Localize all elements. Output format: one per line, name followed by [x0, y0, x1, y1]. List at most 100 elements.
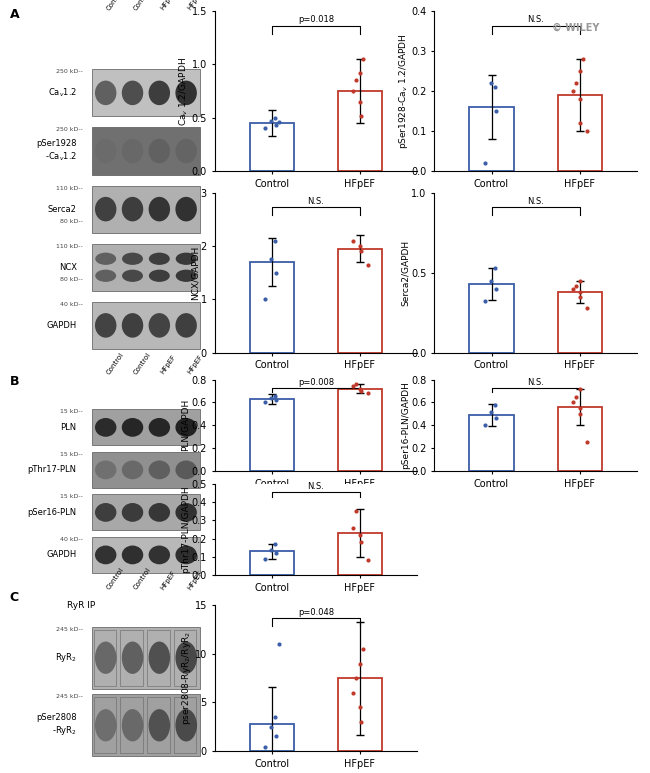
Point: [266, 543, 276, 556]
Text: Control: Control: [106, 567, 125, 591]
Ellipse shape: [149, 642, 170, 674]
Bar: [92, 694, 200, 756]
Point: [490, 399, 501, 411]
Bar: [469, 284, 514, 352]
Point: [266, 114, 276, 127]
Y-axis label: pSer1928-Ca$_v$ 1.2/GAPDH: pSer1928-Ca$_v$ 1.2/GAPDH: [396, 33, 410, 149]
Bar: [338, 533, 382, 575]
Text: RyR$_2$: RyR$_2$: [55, 651, 77, 664]
Ellipse shape: [176, 418, 197, 437]
Point: [358, 643, 368, 656]
Bar: [250, 262, 294, 352]
Point: [362, 258, 372, 271]
Bar: [94, 630, 116, 686]
Text: Control: Control: [133, 351, 152, 375]
Ellipse shape: [122, 270, 143, 282]
Point: [260, 293, 270, 305]
Ellipse shape: [95, 461, 116, 479]
Bar: [338, 678, 382, 751]
Ellipse shape: [149, 80, 170, 105]
Text: 110 kD--: 110 kD--: [56, 243, 83, 249]
Bar: [469, 107, 514, 171]
Ellipse shape: [176, 546, 197, 564]
Point: [274, 116, 285, 128]
Ellipse shape: [149, 313, 170, 338]
Ellipse shape: [122, 461, 143, 479]
Text: 15 kD--: 15 kD--: [60, 451, 83, 457]
Bar: [338, 91, 382, 171]
Text: p=0.008: p=0.008: [298, 378, 334, 386]
Point: [491, 412, 501, 424]
Ellipse shape: [176, 313, 197, 338]
Ellipse shape: [95, 80, 116, 105]
Bar: [250, 399, 294, 471]
Point: [266, 392, 276, 404]
Point: [348, 85, 358, 97]
Bar: [92, 301, 200, 349]
Point: [351, 378, 361, 390]
Ellipse shape: [149, 546, 170, 564]
Y-axis label: PLN/GAPDH: PLN/GAPDH: [181, 399, 190, 451]
Point: [271, 267, 281, 279]
Bar: [120, 697, 143, 753]
Bar: [469, 415, 514, 471]
Text: Control: Control: [133, 567, 152, 591]
Ellipse shape: [95, 503, 116, 522]
Bar: [92, 495, 200, 530]
Ellipse shape: [149, 503, 170, 522]
Y-axis label: NCX/GAPDH: NCX/GAPDH: [190, 246, 199, 300]
Point: [575, 291, 586, 303]
Ellipse shape: [176, 503, 197, 522]
Point: [358, 53, 368, 65]
Ellipse shape: [176, 709, 197, 741]
Point: [575, 407, 586, 420]
Point: [490, 262, 501, 274]
Text: 110 kD--: 110 kD--: [56, 186, 83, 190]
Point: [575, 93, 585, 105]
Point: [582, 436, 592, 448]
Point: [571, 77, 581, 89]
Bar: [92, 627, 200, 689]
Bar: [250, 123, 294, 171]
Point: [491, 105, 501, 117]
Point: [575, 383, 585, 395]
Ellipse shape: [176, 80, 197, 105]
Point: [351, 74, 361, 87]
Point: [355, 701, 365, 713]
Text: 40 kD--: 40 kD--: [60, 536, 83, 542]
Ellipse shape: [149, 197, 170, 221]
Bar: [92, 186, 200, 233]
Ellipse shape: [149, 138, 170, 163]
Ellipse shape: [122, 253, 143, 265]
Ellipse shape: [122, 80, 143, 105]
Point: [355, 383, 365, 395]
Bar: [174, 697, 196, 753]
Ellipse shape: [122, 546, 143, 564]
Text: 15 kD--: 15 kD--: [60, 410, 83, 414]
Point: [356, 245, 366, 257]
Point: [355, 66, 365, 79]
Point: [356, 536, 366, 548]
Y-axis label: pser2808-RyR$_2$/RyR$_2$: pser2808-RyR$_2$/RyR$_2$: [180, 631, 193, 725]
Text: 250 kD--: 250 kD--: [56, 128, 83, 132]
Text: 40 kD--: 40 kD--: [60, 301, 83, 307]
Point: [362, 387, 372, 400]
Text: HFpEF: HFpEF: [186, 354, 203, 375]
Point: [260, 397, 270, 409]
Bar: [558, 407, 602, 471]
Text: 15 kD--: 15 kD--: [60, 495, 83, 499]
Text: Control: Control: [133, 0, 152, 11]
Point: [351, 505, 361, 517]
Point: [567, 85, 578, 97]
Text: HFpEF: HFpEF: [186, 0, 203, 11]
Ellipse shape: [149, 709, 170, 741]
Text: 250 kD--: 250 kD--: [56, 70, 83, 74]
Point: [486, 274, 496, 287]
Bar: [94, 697, 116, 753]
Text: pSer16-PLN: pSer16-PLN: [27, 508, 77, 517]
Ellipse shape: [176, 253, 196, 265]
Point: [270, 711, 281, 724]
Point: [582, 124, 592, 137]
Point: [348, 522, 358, 534]
Point: [486, 77, 496, 89]
